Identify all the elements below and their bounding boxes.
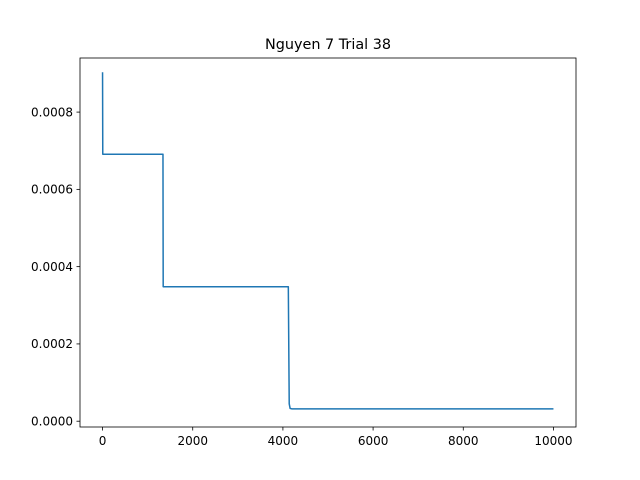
x-tick-label: 0 — [99, 434, 107, 448]
y-axis: 0.0000 0.0002 0.0004 0.0006 0.0008 — [31, 105, 80, 429]
axes-frame — [79, 57, 577, 428]
y-tick-label: 0.0006 — [31, 183, 73, 197]
x-tick-label: 4000 — [268, 434, 299, 448]
y-tick-label: 0.0008 — [31, 105, 73, 119]
x-tick-label: 10000 — [534, 434, 572, 448]
series-line-0 — [101, 72, 554, 410]
x-tick-label: 2000 — [177, 434, 208, 448]
x-tick-label: 6000 — [358, 434, 389, 448]
x-axis: 0 2000 4000 6000 8000 10000 — [99, 427, 573, 448]
y-tick-label: 0.0002 — [31, 337, 73, 351]
y-tick-label: 0.0004 — [31, 260, 73, 274]
plot-area — [101, 72, 554, 410]
x-tick-label: 8000 — [448, 434, 479, 448]
chart-title: Nguyen 7 Trial 38 — [265, 37, 391, 53]
y-tick-label: 0.0000 — [31, 415, 73, 429]
